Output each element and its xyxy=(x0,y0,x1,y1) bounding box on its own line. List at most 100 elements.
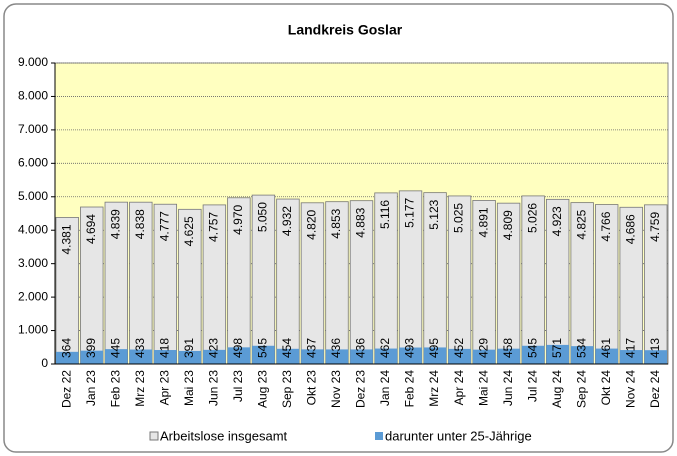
data-label: 4.757 xyxy=(207,212,221,242)
data-label: 5.026 xyxy=(525,203,539,233)
x-tick-label: Jul 24 xyxy=(525,370,539,402)
data-label: 458 xyxy=(501,338,515,358)
y-tick-label: 4.000 xyxy=(18,222,48,236)
data-label: 5.177 xyxy=(403,198,417,228)
bar xyxy=(570,346,594,364)
x-tick-label: Mai 23 xyxy=(182,370,196,406)
bar xyxy=(129,349,153,364)
data-label: 4.625 xyxy=(182,216,196,246)
x-tick-label: Jan 24 xyxy=(378,370,392,406)
data-label: 461 xyxy=(599,338,613,358)
y-tick-label: 5.000 xyxy=(18,189,48,203)
data-label: 498 xyxy=(231,338,245,358)
data-label: 4.686 xyxy=(623,214,637,244)
data-label: 452 xyxy=(452,338,466,358)
x-tick-label: Sep 23 xyxy=(280,370,294,408)
data-label: 436 xyxy=(354,338,368,358)
x-tick-label: Jan 23 xyxy=(84,370,98,406)
x-tick-label: Okt 23 xyxy=(305,370,319,406)
bar xyxy=(546,344,569,364)
data-label: 462 xyxy=(378,338,392,358)
data-label: 4.759 xyxy=(648,212,662,242)
data-label: 4.839 xyxy=(108,209,122,239)
data-label: 4.891 xyxy=(476,207,490,237)
data-label: 4.694 xyxy=(84,214,98,244)
legend-label: darunter unter 25-Jährige xyxy=(385,428,532,443)
bar xyxy=(595,348,618,364)
data-label: 545 xyxy=(525,338,539,358)
x-tick-label: Nov 24 xyxy=(623,370,637,408)
x-tick-label: Feb 23 xyxy=(108,370,122,408)
data-label: 571 xyxy=(550,338,564,358)
bar xyxy=(203,349,226,364)
data-label: 5.050 xyxy=(256,202,270,232)
data-label: 4.923 xyxy=(550,206,564,236)
data-label: 454 xyxy=(280,338,294,358)
data-label: 391 xyxy=(182,338,196,358)
x-tick-label: Sep 24 xyxy=(574,370,588,408)
bar xyxy=(497,348,520,364)
bar xyxy=(448,348,471,364)
bar xyxy=(105,349,128,364)
data-label: 445 xyxy=(108,338,122,358)
data-label: 436 xyxy=(329,338,343,358)
data-label: 5.123 xyxy=(427,199,441,229)
x-tick-label: Aug 24 xyxy=(550,370,564,408)
y-tick-label: 1.000 xyxy=(18,323,48,337)
y-tick-label: 2.000 xyxy=(18,289,48,303)
legend-swatch xyxy=(375,432,383,440)
y-tick-label: 3.000 xyxy=(18,256,48,270)
data-label: 433 xyxy=(133,338,147,358)
data-label: 4.381 xyxy=(59,224,73,254)
data-label: 493 xyxy=(403,338,417,358)
data-label: 545 xyxy=(256,338,270,358)
data-label: 4.777 xyxy=(158,211,172,241)
x-tick-label: Jun 23 xyxy=(207,370,221,406)
data-label: 4.853 xyxy=(329,208,343,238)
data-label: 4.809 xyxy=(501,210,515,240)
bar xyxy=(423,347,447,364)
x-tick-label: Nov 23 xyxy=(329,370,343,408)
x-tick-label: Okt 24 xyxy=(599,370,613,406)
bar xyxy=(178,350,202,364)
x-tick-label: Dez 22 xyxy=(59,370,73,408)
bar xyxy=(472,349,496,364)
bar xyxy=(325,349,349,364)
data-label: 4.825 xyxy=(574,209,588,239)
bar xyxy=(301,349,324,364)
data-label: 418 xyxy=(158,338,172,358)
x-tick-label: Apr 24 xyxy=(452,370,466,406)
data-label: 4.932 xyxy=(280,206,294,236)
data-label: 429 xyxy=(476,338,490,358)
data-label: 4.838 xyxy=(133,209,147,239)
data-label: 437 xyxy=(305,338,319,358)
data-label: 495 xyxy=(427,338,441,358)
bar xyxy=(521,345,545,364)
x-tick-label: Aug 23 xyxy=(256,370,270,408)
x-tick-label: Mrz 23 xyxy=(133,370,147,407)
x-tick-label: Dez 24 xyxy=(648,370,662,408)
bar xyxy=(399,347,422,364)
bar xyxy=(252,345,275,364)
chart-title: Landkreis Goslar xyxy=(288,22,403,38)
x-tick-label: Jul 23 xyxy=(231,370,245,402)
x-tick-label: Dez 23 xyxy=(354,370,368,408)
data-label: 5.116 xyxy=(378,200,392,229)
data-label: 534 xyxy=(574,338,588,358)
legend-swatch xyxy=(149,431,159,441)
x-tick-label: Mrz 24 xyxy=(427,370,441,407)
y-tick-label: 9.000 xyxy=(18,55,48,69)
legend-label: Arbeitslose insgesamt xyxy=(160,428,288,443)
x-tick-label: Feb 24 xyxy=(403,370,417,408)
data-label: 399 xyxy=(84,338,98,358)
data-label: 4.883 xyxy=(354,207,368,237)
bar xyxy=(350,349,373,364)
bar xyxy=(154,350,177,364)
data-label: 4.820 xyxy=(305,209,319,239)
y-tick-label: 0 xyxy=(41,356,48,370)
x-tick-label: Mai 24 xyxy=(476,370,490,406)
data-label: 423 xyxy=(207,338,221,358)
y-tick-label: 7.000 xyxy=(18,122,48,136)
bar xyxy=(276,348,300,364)
x-tick-label: Apr 23 xyxy=(158,370,172,406)
